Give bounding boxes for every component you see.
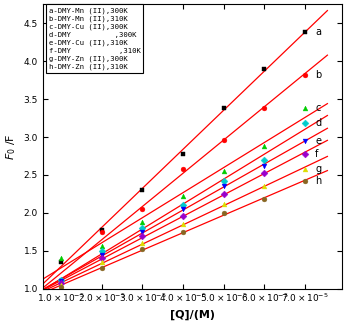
Text: e: e	[315, 136, 321, 146]
Text: a: a	[315, 27, 321, 37]
Text: f: f	[315, 149, 318, 159]
Text: a-DMY-Mn (II),300K
b-DMY-Mn (II),310K
c-DMY-Cu (II),300K
d-DMY          ,300K
e-: a-DMY-Mn (II),300K b-DMY-Mn (II),310K c-…	[49, 7, 141, 70]
Text: c: c	[315, 103, 321, 113]
X-axis label: [Q]/(M): [Q]/(M)	[170, 309, 215, 320]
Y-axis label: $F_0$ /F: $F_0$ /F	[4, 133, 18, 160]
Text: d: d	[315, 118, 321, 128]
Text: b: b	[315, 70, 321, 80]
Text: h: h	[315, 176, 321, 186]
Text: g: g	[315, 164, 321, 174]
